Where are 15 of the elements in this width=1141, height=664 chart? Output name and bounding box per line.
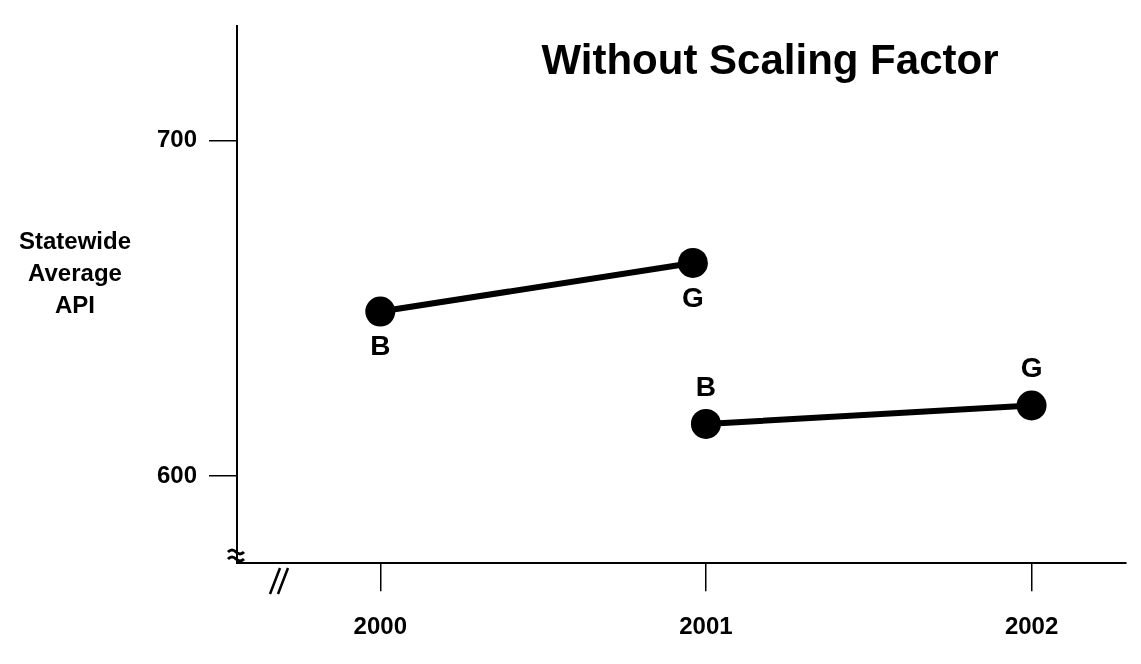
y-tick-label: 600 xyxy=(156,460,197,488)
point xyxy=(1016,390,1047,421)
x-tick-label: 2001 xyxy=(679,612,733,640)
chart-title: Without Scaling Factor xyxy=(541,35,999,83)
point xyxy=(677,247,708,278)
x-tick-label: 2000 xyxy=(353,612,407,640)
y-tick-label: 700 xyxy=(156,125,197,153)
annotation: G xyxy=(1020,352,1043,384)
annotation: B xyxy=(695,370,717,402)
point xyxy=(690,408,721,439)
annotation: G xyxy=(682,281,704,313)
point xyxy=(365,296,396,327)
x-tick-label: 2002 xyxy=(1004,612,1059,640)
annotation: B xyxy=(370,330,391,362)
y-axis-title: Statewide Average API xyxy=(18,227,132,319)
